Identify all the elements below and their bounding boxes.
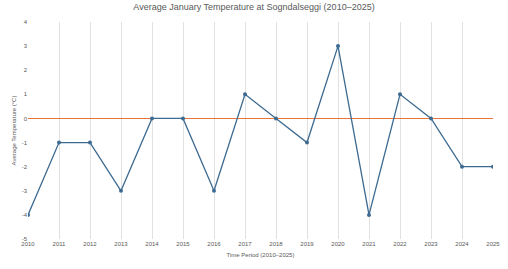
svg-text:2014: 2014 xyxy=(145,241,159,247)
svg-text:2020: 2020 xyxy=(331,241,345,247)
svg-text:2: 2 xyxy=(24,67,28,73)
svg-text:2023: 2023 xyxy=(424,241,438,247)
svg-text:Average Temperature (°C): Average Temperature (°C) xyxy=(11,96,17,166)
svg-text:-1: -1 xyxy=(22,140,28,146)
svg-text:Average January Temperature at: Average January Temperature at Sogndalse… xyxy=(133,2,374,12)
svg-text:4: 4 xyxy=(24,19,28,25)
svg-text:2022: 2022 xyxy=(393,241,407,247)
svg-text:2025: 2025 xyxy=(486,241,500,247)
svg-text:3: 3 xyxy=(24,43,28,49)
svg-text:2024: 2024 xyxy=(455,241,469,247)
svg-text:2021: 2021 xyxy=(362,241,376,247)
svg-text:1: 1 xyxy=(24,91,28,97)
svg-text:-5: -5 xyxy=(22,236,28,242)
svg-text:0: 0 xyxy=(24,116,28,122)
svg-text:2019: 2019 xyxy=(300,241,314,247)
svg-text:-3: -3 xyxy=(22,188,28,194)
svg-text:-4: -4 xyxy=(22,212,28,218)
svg-text:Time Period (2010–2025): Time Period (2010–2025) xyxy=(227,252,295,258)
svg-text:2015: 2015 xyxy=(176,241,190,247)
svg-text:-2: -2 xyxy=(22,164,28,170)
svg-text:2016: 2016 xyxy=(207,241,221,247)
svg-text:2010: 2010 xyxy=(21,241,35,247)
svg-text:2013: 2013 xyxy=(114,241,128,247)
svg-text:2017: 2017 xyxy=(238,241,252,247)
svg-text:2011: 2011 xyxy=(53,241,67,247)
svg-text:2018: 2018 xyxy=(269,241,283,247)
svg-text:2012: 2012 xyxy=(83,241,97,247)
